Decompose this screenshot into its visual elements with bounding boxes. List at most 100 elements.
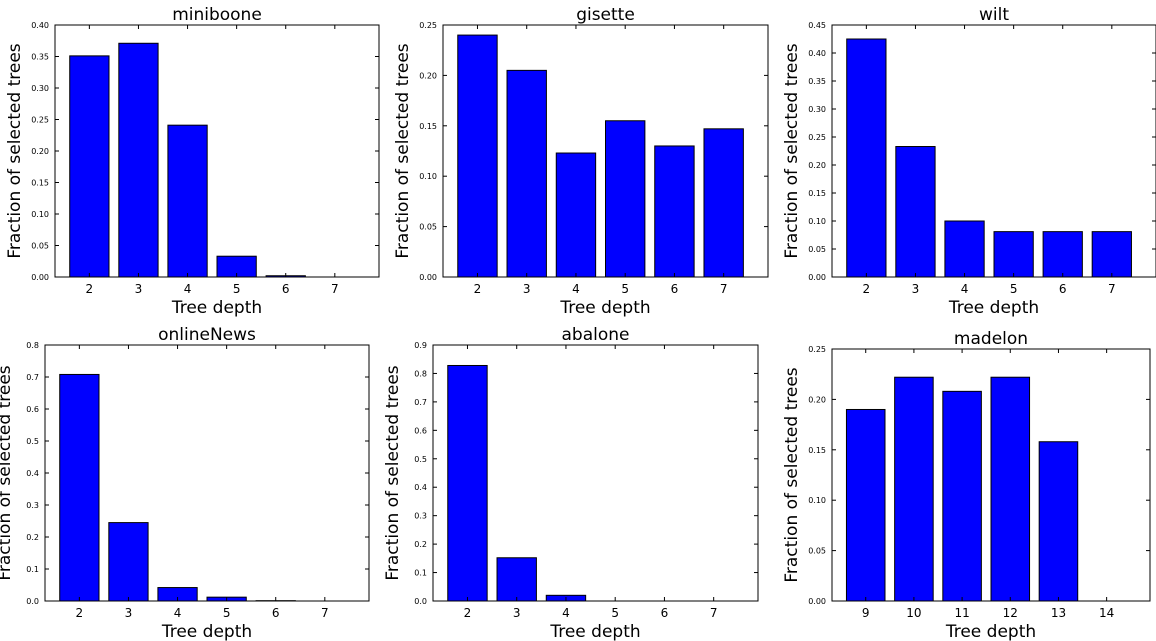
- chart-panel-1: 0.00 0.05 0.10 0.15 0.20 0.25 2 3 4 5 6 7 gisette Tre…: [393, 5, 769, 318]
- x-tick-label: 4: [961, 282, 969, 296]
- y-tick-label: 0.1: [26, 565, 39, 574]
- x-tick-label: 6: [661, 606, 669, 620]
- y-tick-label: 0.15: [419, 122, 437, 131]
- y-tick-label: 0.15: [808, 446, 826, 455]
- chart-title: miniboone: [172, 5, 262, 25]
- bar-3: [895, 146, 936, 278]
- bar-7: [703, 128, 744, 278]
- bar-2: [447, 364, 488, 602]
- y-tick-label: 0.45: [808, 21, 826, 30]
- y-tick-label: 0.4: [26, 469, 39, 478]
- y-tick-label: 0.35: [808, 77, 826, 86]
- x-tick-label: 4: [562, 606, 570, 620]
- y-tick-label: 0.1: [414, 569, 427, 578]
- bar-5: [605, 120, 646, 278]
- y-tick-label: 0.15: [808, 189, 826, 198]
- x-tick-label: 6: [1059, 282, 1067, 296]
- y-tick-label: 0.4: [414, 483, 427, 492]
- y-tick-label: 0.10: [31, 210, 49, 219]
- bar-5: [993, 231, 1034, 278]
- y-tick-label: 0.6: [26, 405, 39, 414]
- x-tick-label: 4: [184, 282, 192, 296]
- bar-4: [555, 152, 597, 278]
- x-tick-label: 5: [233, 282, 241, 296]
- x-tick-label: 6: [671, 282, 679, 296]
- x-tick-label: 3: [135, 282, 143, 296]
- y-tick-label: 0.5: [414, 455, 427, 464]
- x-tick-label: 5: [611, 606, 619, 620]
- chart-title: onlineNews: [158, 325, 256, 345]
- y-tick-label: 0.10: [808, 217, 826, 226]
- chart-panel-2: 0.00 0.05 0.10 0.15 0.20 0.25 0.30 0.35 0.40 0.45…: [782, 5, 1156, 318]
- x-tick-label: 7: [1108, 282, 1116, 296]
- bar-2: [846, 38, 887, 278]
- y-tick-label: 0.6: [414, 426, 427, 435]
- x-tick-label: 3: [125, 606, 133, 620]
- y-tick-label: 0.10: [808, 496, 826, 505]
- y-tick-label: 0.20: [808, 395, 826, 404]
- x-tick-label: 4: [174, 606, 182, 620]
- bar-11: [942, 390, 982, 602]
- bar-3: [108, 522, 149, 602]
- axes-frame: [432, 344, 759, 602]
- bar-9: [845, 408, 886, 602]
- y-tick-label: 0.30: [31, 84, 49, 93]
- x-axis-label: Tree depth: [945, 622, 1036, 641]
- chart-title: wilt: [979, 5, 1009, 25]
- x-tick-label: 13: [1051, 606, 1066, 620]
- y-tick-label: 0.00: [31, 273, 49, 282]
- x-tick-label: 5: [223, 606, 231, 620]
- bar-2: [69, 55, 110, 278]
- y-tick-label: 0.8: [414, 369, 427, 378]
- bar-3: [506, 69, 547, 278]
- y-tick-label: 0.20: [31, 147, 49, 156]
- x-tick-label: 2: [76, 606, 84, 620]
- y-tick-label: 0.05: [31, 242, 49, 251]
- y-tick-label: 0.35: [31, 53, 49, 62]
- x-axis-label: Tree depth: [161, 622, 252, 641]
- x-tick-label: 7: [321, 606, 329, 620]
- y-tick-label: 0.0: [26, 597, 39, 606]
- x-tick-label: 7: [720, 282, 728, 296]
- chart-title: madelon: [954, 329, 1028, 349]
- x-tick-label: 2: [86, 282, 94, 296]
- chart-panel-3: 0.0 0.1 0.2 0.3 0.4 0.5 0.6 0.7 0.8 2 3 4 5 6 7 onlineN…: [0, 325, 370, 641]
- bar-3: [118, 42, 159, 278]
- y-axis-label: Fraction of selected trees: [5, 43, 25, 258]
- y-tick-label: 0.9: [414, 341, 427, 350]
- y-tick-label: 0.40: [808, 49, 826, 58]
- y-tick-label: 0.00: [419, 273, 437, 282]
- y-tick-label: 0.25: [808, 345, 826, 354]
- y-tick-label: 0.7: [26, 373, 39, 382]
- bar-6: [654, 145, 695, 278]
- bar-12: [990, 376, 1031, 602]
- bar-4: [944, 220, 985, 278]
- chart-panel-0: 0.00 0.05 0.10 0.15 0.20 0.25 0.30 0.35 0.40 2 3 4 5…: [5, 5, 380, 318]
- x-axis-label: Tree depth: [559, 298, 650, 318]
- axes-frame: [831, 348, 1151, 602]
- x-tick-label: 5: [1010, 282, 1018, 296]
- x-tick-label: 9: [862, 606, 870, 620]
- chart-title: abalone: [562, 325, 630, 345]
- y-tick-label: 0.10: [419, 172, 437, 181]
- x-tick-label: 11: [954, 606, 969, 620]
- y-tick-label: 0.7: [414, 398, 427, 407]
- y-axis-label: Fraction of selected trees: [782, 43, 802, 258]
- bar-4: [167, 124, 208, 278]
- x-tick-label: 7: [331, 282, 339, 296]
- y-tick-label: 0.20: [808, 161, 826, 170]
- y-tick-label: 0.25: [31, 116, 49, 125]
- bar-2: [59, 373, 100, 602]
- x-axis-label: Tree depth: [549, 622, 640, 641]
- axes-frame: [442, 24, 769, 278]
- x-tick-label: 5: [621, 282, 629, 296]
- y-tick-label: 0.05: [419, 223, 437, 232]
- x-tick-label: 3: [912, 282, 920, 296]
- x-axis-label: Tree depth: [948, 298, 1039, 318]
- bar-7: [1091, 231, 1132, 278]
- y-tick-label: 0.2: [26, 533, 39, 542]
- chart-panel-5: 0.00 0.05 0.10 0.15 0.20 0.25 9 10 11 12 13 14 madel…: [782, 329, 1151, 641]
- y-tick-label: 0.30: [808, 105, 826, 114]
- x-tick-label: 12: [1003, 606, 1018, 620]
